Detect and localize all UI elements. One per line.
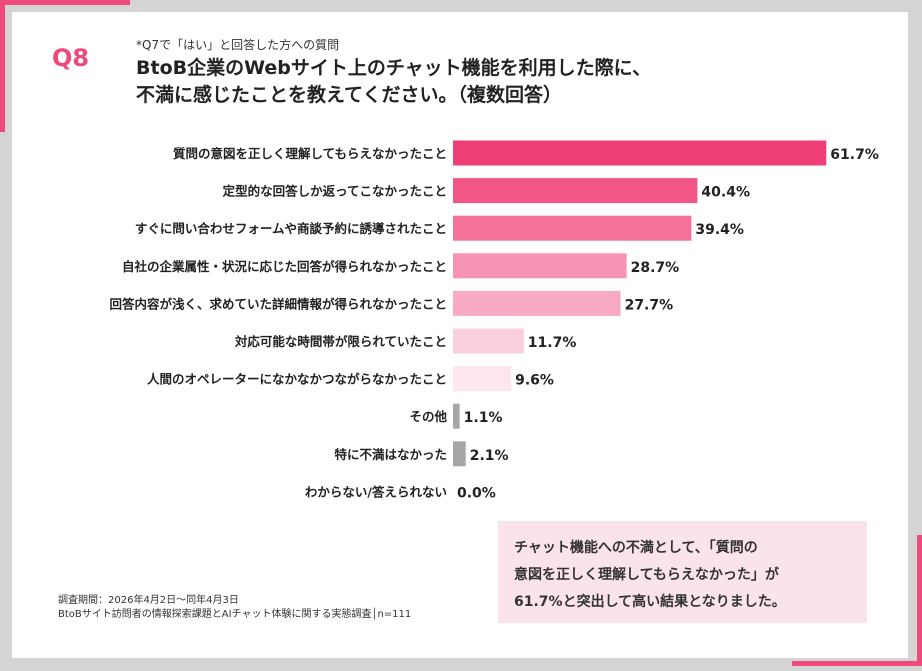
category-label: 特に不満はなかった	[334, 447, 447, 462]
value-label: 11.7%	[528, 335, 577, 351]
summary-note: チャット機能への不満として、「質問の 意図を正しく理解してもらえなかった」が 6…	[498, 521, 867, 623]
category-label: すぐに問い合わせフォームや商談予約に誘導されたこと	[135, 221, 447, 236]
bar	[453, 366, 512, 392]
bar	[453, 178, 698, 204]
value-label: 39.4%	[695, 222, 744, 238]
bar	[453, 403, 460, 429]
bar	[453, 328, 524, 354]
category-label: 定型的な回答しか返ってこなかったこと	[222, 184, 447, 199]
survey-period: 調査期間：2026年4月2日～同年4月3日	[58, 595, 239, 606]
corner-accent-bottom	[792, 661, 922, 666]
question-title: BtoB企業のWebサイト上のチャット機能を利用した際に、 不満に感じたことを教…	[136, 57, 652, 106]
survey-footer: 調査期間：2026年4月2日～同年4月3日 BtoBサイト訪問者の情報探索課題と…	[58, 594, 411, 622]
survey-name: BtoBサイト訪問者の情報探索課題とAIチャット体験に関する実態調査│n=111	[58, 609, 412, 620]
category-label: 質問の意図を正しく理解してもらえなかったこと	[173, 146, 447, 161]
category-label: 自社の企業属性・状況に応じた回答が得られなかったこと	[122, 259, 447, 274]
bar	[453, 140, 827, 166]
bar	[453, 253, 627, 279]
corner-accent-left	[0, 0, 5, 132]
category-label: 回答内容が浅く、求めていた詳細情報が得られなかったこと	[109, 296, 447, 311]
value-label: 28.7%	[631, 260, 680, 276]
value-label: 1.1%	[464, 410, 503, 426]
value-label: 2.1%	[470, 448, 509, 464]
value-label: 9.6%	[515, 373, 554, 389]
bar	[453, 215, 692, 241]
bar	[453, 290, 621, 316]
bar	[453, 441, 466, 467]
value-label: 40.4%	[701, 185, 750, 201]
corner-accent-top	[0, 0, 130, 5]
corner-accent-right	[917, 535, 922, 666]
summary-text: チャット機能への不満として、「質問の 意図を正しく理解してもらえなかった」が 6…	[514, 540, 786, 610]
category-label: 人間のオペレーターになかなかつながらなかったこと	[147, 372, 447, 387]
category-label: 対応可能な時間帯が限られていたこと	[234, 334, 447, 349]
category-label: わからない/答えられない	[305, 484, 447, 499]
question-condition: *Q7で「はい」と回答した方への質問	[136, 38, 340, 52]
value-label: 61.7%	[830, 147, 879, 163]
value-label: 0.0%	[457, 485, 496, 501]
value-label: 27.7%	[625, 297, 674, 313]
category-label: その他	[409, 409, 447, 424]
question-number: Q8	[52, 44, 90, 72]
